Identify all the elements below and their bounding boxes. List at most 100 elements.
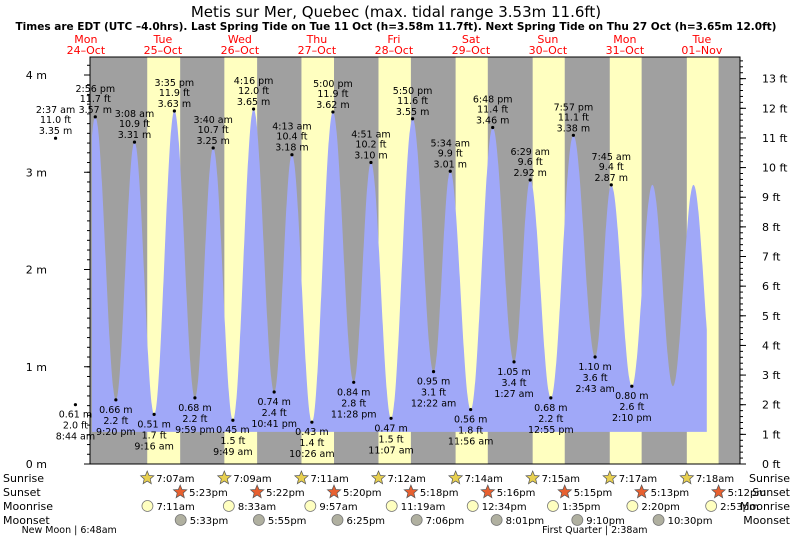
tide-height-ft: 2.2 ft bbox=[538, 414, 563, 425]
moonrise-icon bbox=[547, 500, 559, 512]
tide-point bbox=[549, 396, 553, 400]
tide-height-ft: 3.4 ft bbox=[502, 378, 527, 389]
sunrise-time: 7:11am bbox=[310, 474, 348, 485]
moonrise-time: 2:20pm bbox=[641, 502, 680, 513]
moonset-icon bbox=[331, 514, 344, 526]
day-date: 28–Oct bbox=[375, 44, 414, 57]
day-name: Thu bbox=[306, 33, 328, 46]
day-name: Sun bbox=[537, 33, 558, 46]
day-date: 25–Oct bbox=[144, 44, 183, 57]
day-date: 27–Oct bbox=[298, 44, 337, 57]
left-tick-label: 4 m bbox=[26, 69, 47, 82]
tide-height-m: 0.68 m bbox=[178, 403, 211, 414]
right-tick-label: 9 ft bbox=[762, 191, 781, 204]
sunrise-time: 7:17am bbox=[619, 474, 657, 485]
tide-height-ft: 1.7 ft bbox=[142, 430, 167, 441]
tide-time: 9:16 am bbox=[134, 441, 173, 452]
sunrise-time: 7:14am bbox=[465, 474, 503, 485]
tide-time: 2:56 pm bbox=[75, 84, 115, 95]
sunset-icon bbox=[249, 484, 265, 499]
tide-height-ft: 2.2 ft bbox=[182, 414, 207, 425]
moon-phase-label: First Quarter | 2:38am bbox=[542, 525, 647, 536]
tide-point bbox=[152, 412, 156, 417]
moonrise-time: 8:33am bbox=[238, 502, 276, 513]
row-label-right: Sunrise bbox=[749, 472, 790, 485]
tide-point bbox=[290, 153, 294, 157]
sunset-time: 5:18pm bbox=[420, 488, 459, 499]
tide-point bbox=[252, 107, 256, 111]
right-tick-label: 3 ft bbox=[762, 369, 781, 382]
tide-height-ft: 3.6 ft bbox=[583, 373, 608, 384]
left-tick-label: 0 m bbox=[26, 458, 47, 471]
tide-height-ft: 11.0 ft bbox=[40, 115, 71, 126]
tide-point bbox=[571, 133, 575, 137]
tide-area bbox=[92, 109, 707, 432]
moonset-icon bbox=[571, 514, 584, 526]
sunrise-icon bbox=[139, 470, 155, 485]
tide-time: 5:34 am bbox=[431, 138, 470, 149]
sunrise-time: 7:09am bbox=[233, 474, 271, 485]
day-name: Mon bbox=[74, 33, 97, 46]
tide-height-m: 3.01 m bbox=[434, 159, 467, 170]
tide-height-ft: 11.1 ft bbox=[558, 112, 589, 123]
tide-point bbox=[310, 420, 314, 424]
right-tick-label: 7 ft bbox=[762, 251, 781, 264]
moonrise-time: 2:53pm bbox=[720, 502, 759, 513]
moonset-time: 9:10pm bbox=[586, 516, 625, 527]
axes: 0 m 1 m 2 m 3 m 4 m 0 ft 1 ft 2 ft 3 ft 4 ft 5 ft 6… bbox=[26, 56, 788, 471]
tide-time: 10:26 am bbox=[289, 449, 334, 460]
tide-height-m: 3.18 m bbox=[275, 143, 308, 154]
moonset-icon bbox=[410, 514, 423, 526]
tide-time: 11:56 am bbox=[448, 437, 493, 448]
tide-height-m: 0.43 m bbox=[295, 427, 328, 438]
tide-height-ft: 10.2 ft bbox=[355, 140, 386, 151]
tide-time: 4:13 am bbox=[272, 122, 311, 133]
day-date: 30–Oct bbox=[529, 44, 568, 57]
row-label-right: Sunset bbox=[752, 486, 790, 499]
moonrise-time: 12:34pm bbox=[482, 502, 527, 513]
day-name: Mon bbox=[613, 33, 636, 46]
sunset-icon bbox=[172, 484, 188, 499]
sunset-time: 5:16pm bbox=[497, 488, 536, 499]
tide-height-ft: 11.9 ft bbox=[159, 88, 190, 99]
sunset-icon bbox=[326, 484, 342, 499]
right-tick-label: 11 ft bbox=[762, 132, 788, 145]
day-date: 24–Oct bbox=[67, 44, 106, 57]
tide-time: 9:59 pm bbox=[175, 425, 215, 436]
tide-height-m: 0.47 m bbox=[374, 423, 407, 434]
tide-point bbox=[193, 396, 197, 400]
sunrise-icon bbox=[525, 470, 541, 485]
day-date: 31–Oct bbox=[606, 44, 645, 57]
moonrise-icon bbox=[304, 500, 317, 512]
tide-height-m: 0.95 m bbox=[417, 377, 450, 388]
right-tick-label: 5 ft bbox=[762, 310, 781, 323]
row-label-left: Sunset bbox=[3, 486, 41, 499]
tide-height-ft: 10.9 ft bbox=[119, 119, 150, 130]
tide-time: 3:40 am bbox=[193, 115, 232, 126]
tide-point bbox=[528, 178, 532, 182]
tide-height-m: 1.05 m bbox=[497, 367, 530, 378]
tide-height-m: 3.10 m bbox=[354, 151, 387, 162]
tide-point bbox=[352, 380, 356, 384]
tide-time: 12:55 pm bbox=[528, 425, 574, 436]
tide-time: 11:07 am bbox=[368, 445, 413, 456]
tide-height-m: 0.74 m bbox=[257, 397, 290, 408]
row-label-right: Moonset bbox=[743, 514, 790, 527]
tide-point bbox=[593, 355, 597, 359]
tide-height-m: 0.66 m bbox=[99, 405, 132, 416]
tide-time: 7:57 pm bbox=[554, 102, 594, 113]
row-label-left: Moonset bbox=[3, 514, 50, 527]
sunrise-icon bbox=[679, 470, 695, 485]
sunset-icon bbox=[634, 484, 650, 499]
sunset-time: 5:12pm bbox=[728, 488, 767, 499]
tide-height-ft: 2.2 ft bbox=[103, 416, 128, 427]
tide-height-ft: 11.6 ft bbox=[397, 96, 428, 107]
tide-height-m: 1.10 m bbox=[578, 362, 611, 373]
tide-height-ft: 11.4 ft bbox=[477, 105, 508, 116]
tide-point bbox=[491, 125, 495, 130]
sunrise-time: 7:12am bbox=[388, 474, 426, 485]
tide-height-m: 3.46 m bbox=[476, 116, 509, 127]
sunset-icon bbox=[557, 484, 573, 499]
day-name: Tue bbox=[153, 33, 173, 46]
